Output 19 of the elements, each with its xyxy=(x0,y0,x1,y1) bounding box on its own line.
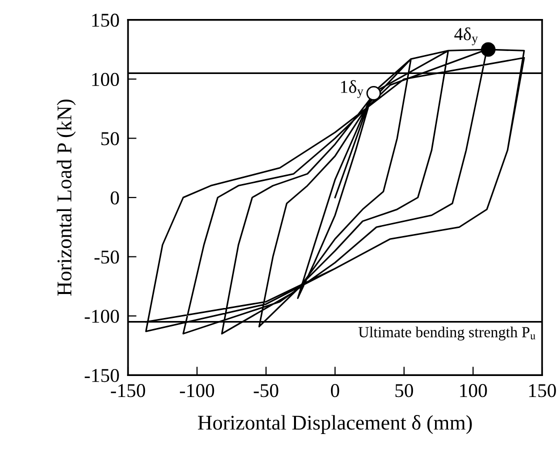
x-axis-title: Horizontal Displacement δ (mm) xyxy=(198,415,472,434)
x-tick-label: 50 xyxy=(395,384,414,398)
ref-line-label: Ultimate bending strength P$_{u}$ xyxy=(358,326,536,340)
x-tick-label: 100 xyxy=(460,384,487,398)
y-tick-label: -100 xyxy=(84,310,119,323)
y-tick-label: 0 xyxy=(110,191,119,204)
annotation: 4δ$_{y}$ xyxy=(454,27,478,46)
y-tick-label: -50 xyxy=(94,250,119,264)
y-axis-title: Horizontal Load P (kN) xyxy=(56,100,76,296)
annotation: 1δ$_{y}$ xyxy=(341,80,364,98)
y-tick-label: 100 xyxy=(92,72,119,86)
x-tick-label: 0 xyxy=(330,384,340,398)
x-tick-label: 150 xyxy=(529,384,556,398)
y-tick-label: 50 xyxy=(101,132,119,146)
x-tick-label: -100 xyxy=(180,384,214,398)
y-tick-label: -150 xyxy=(84,368,119,382)
y-tick-label: 150 xyxy=(92,14,119,27)
x-tick-label: -50 xyxy=(254,384,278,398)
x-tick-label: -150 xyxy=(110,384,146,398)
